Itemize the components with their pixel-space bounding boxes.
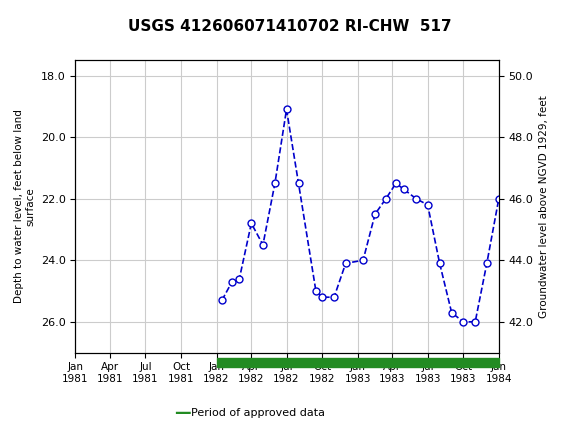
Bar <box>216 358 499 366</box>
Y-axis label: Groundwater level above NGVD 1929, feet: Groundwater level above NGVD 1929, feet <box>539 95 549 318</box>
Text: USGS 412606071410702 RI-CHW  517: USGS 412606071410702 RI-CHW 517 <box>128 19 452 34</box>
Text: —: — <box>174 404 191 422</box>
Y-axis label: Depth to water level, feet below land
surface: Depth to water level, feet below land su… <box>14 110 35 303</box>
Text: ≋USGS: ≋USGS <box>12 6 70 25</box>
Text: Period of approved data: Period of approved data <box>191 408 325 418</box>
